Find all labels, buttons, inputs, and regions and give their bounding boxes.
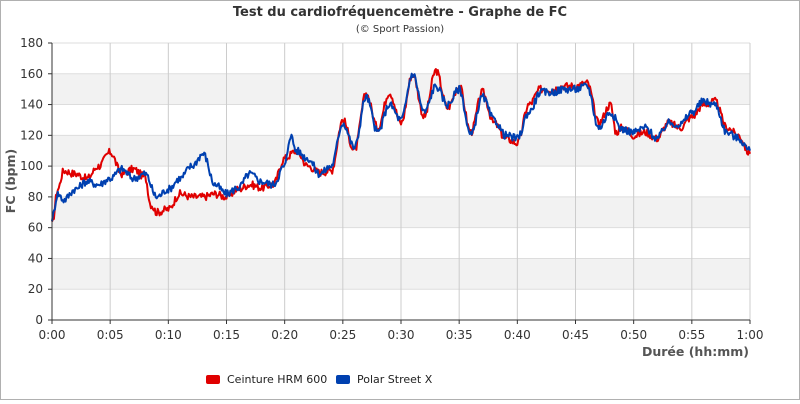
y-tick-label: 100 bbox=[20, 159, 43, 173]
y-tick-label: 160 bbox=[20, 67, 43, 81]
x-tick-label: 1:00 bbox=[737, 328, 764, 342]
y-tick-labels: 0 20 40 60 80 100 120 140 160 180 bbox=[20, 36, 43, 327]
series-line-1 bbox=[51, 72, 751, 222]
series-lines bbox=[51, 68, 751, 222]
y-tick-label: 20 bbox=[28, 282, 43, 296]
x-tick-label: 0:50 bbox=[620, 328, 647, 342]
legend-swatch-0 bbox=[206, 375, 220, 384]
x-axis-label: Durée (hh:mm) bbox=[642, 344, 749, 359]
y-tick-label: 40 bbox=[28, 251, 43, 265]
plot-axes bbox=[48, 42, 751, 324]
chart-subtitle: (© Sport Passion) bbox=[356, 24, 444, 35]
legend-label-1: Polar Street X bbox=[357, 373, 433, 386]
x-tick-label: 0:20 bbox=[271, 328, 298, 342]
x-tick-label: 0:10 bbox=[155, 328, 182, 342]
x-tick-label: 0:05 bbox=[97, 328, 124, 342]
x-tick-label: 0:45 bbox=[562, 328, 589, 342]
x-tick-label: 0:40 bbox=[504, 328, 531, 342]
y-tick-label: 80 bbox=[28, 190, 43, 204]
legend-swatch-1 bbox=[336, 375, 350, 384]
series-line-0 bbox=[51, 68, 751, 222]
y-axis-label: FC (bpm) bbox=[3, 149, 18, 213]
x-tick-label: 0:00 bbox=[39, 328, 66, 342]
y-tick-label: 120 bbox=[20, 128, 43, 142]
y-tick-label: 60 bbox=[28, 221, 43, 235]
x-tick-label: 0:30 bbox=[388, 328, 415, 342]
y-tick-label: 140 bbox=[20, 98, 43, 112]
x-tick-label: 0:55 bbox=[678, 328, 705, 342]
x-tick-labels: 0:00 0:05 0:10 0:15 0:20 0:25 0:30 0:35 0:40 0:45… bbox=[39, 328, 764, 342]
legend-label-0: Ceinture HRM 600 bbox=[227, 373, 327, 386]
y-tick-label: 180 bbox=[20, 36, 43, 50]
x-tick-label: 0:35 bbox=[446, 328, 473, 342]
x-tick-label: 0:15 bbox=[213, 328, 240, 342]
x-tick-label: 0:25 bbox=[329, 328, 356, 342]
chart-title: Test du cardiofréquencemètre - Graphe de… bbox=[233, 5, 567, 20]
y-tick-label: 0 bbox=[35, 313, 43, 327]
legend: Ceinture HRM 600 Polar Street X bbox=[206, 373, 433, 386]
